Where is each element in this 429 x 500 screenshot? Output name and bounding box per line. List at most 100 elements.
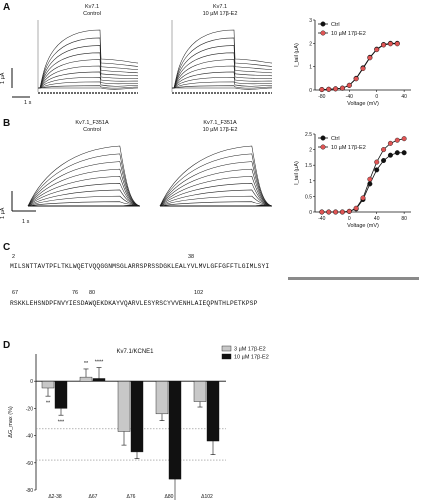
panel-b-iv-point-1-6 bbox=[360, 195, 366, 201]
panel-b-iv-point-0-7 bbox=[367, 181, 373, 187]
panel-d-bar-0-2 bbox=[117, 381, 131, 432]
panel-b-iv-x-axis-label: Voltage (mV) bbox=[347, 223, 379, 229]
panel-b-left-title: Kv7.1_F351A Control bbox=[52, 120, 132, 133]
panel-a-right-trace-10 bbox=[172, 29, 273, 89]
transmembrane-underline bbox=[288, 277, 419, 280]
panel-b-iv-y-tick-label: 0 bbox=[309, 210, 312, 216]
panel-a-iv-point-1-10 bbox=[387, 41, 393, 47]
panel-a-iv-point-1-1 bbox=[326, 86, 332, 92]
panel-b-iv-point-1-3 bbox=[339, 209, 345, 215]
panel-b-iv-point-1-0 bbox=[319, 209, 325, 215]
panel-a-left-trace-7 bbox=[38, 52, 139, 89]
panel-d-bar-1-2 bbox=[130, 381, 144, 453]
panel-a-iv-y-tick-label: 0 bbox=[309, 88, 312, 94]
panel-a-left-trace-5 bbox=[38, 65, 139, 89]
panel-d-label: D bbox=[3, 340, 11, 351]
panel-d-bar-1-3 bbox=[168, 381, 182, 480]
panel-b-iv-point-0-10 bbox=[387, 152, 393, 158]
panel-d-legend-label-1: 10 µM 17β-E2 bbox=[234, 355, 269, 361]
panel-a-iv-point-1-8 bbox=[374, 47, 380, 53]
panel-d-y-tick-label: -20 bbox=[26, 406, 33, 412]
panel-b-iv-x-tick-label: 40 bbox=[374, 216, 380, 222]
panel-a-iv-point-1-2 bbox=[333, 86, 339, 92]
panel-b-right-trace-8 bbox=[159, 153, 273, 207]
panel-b-iv-point-1-1 bbox=[326, 209, 332, 215]
seq-num-38: 38 bbox=[188, 254, 195, 260]
panel-b-right-trace-3 bbox=[159, 189, 273, 207]
panel-d-category-label: Δ67 bbox=[89, 494, 98, 500]
panel-a-traces bbox=[11, 20, 273, 98]
panel-b-right-trace-1 bbox=[159, 201, 273, 207]
panel-b-right-trace-5 bbox=[159, 176, 273, 207]
panel-b-iv-point-1-4 bbox=[346, 208, 352, 214]
seq-num-2: 2 bbox=[12, 254, 16, 260]
panel-b-iv-legend-marker-1 bbox=[320, 144, 326, 150]
panel-b-iv-legend-label-0: Ctrl bbox=[331, 136, 340, 142]
panel-d-y-tick-label: -60 bbox=[26, 461, 33, 467]
panel-a-left-trace-10 bbox=[38, 29, 139, 89]
panel-a-iv-point-1-0 bbox=[319, 87, 325, 93]
panel-a-left-trace-2 bbox=[38, 81, 139, 89]
panel-a-left-title-line1: Kv7.1 bbox=[84, 4, 100, 10]
panel-b-iv-point-1-8 bbox=[374, 159, 380, 165]
panel-b-iv-point-1-7 bbox=[367, 176, 373, 182]
panel-a-right-trace-4 bbox=[172, 71, 273, 89]
panel-d-category-label: Δ102 bbox=[201, 494, 213, 500]
panel-b-right-title-line1: Kv7.1_F351A bbox=[203, 120, 237, 126]
panel-b-iv-y-axis-label: I_tail (µA) bbox=[294, 161, 300, 185]
panel-d-legend-swatch-0 bbox=[221, 345, 232, 352]
panel-d-legend-swatch-1 bbox=[221, 353, 232, 360]
panel-a-iv-legend-label-0: Ctrl bbox=[331, 22, 340, 28]
panel-a-right-trace-0 bbox=[172, 87, 273, 90]
panel-b-right-trace-2 bbox=[159, 195, 273, 207]
panel-b-iv-x-tick-label: -40 bbox=[318, 216, 325, 222]
panel-a-left-trace-9 bbox=[38, 37, 139, 89]
panel-a-label: A bbox=[3, 2, 11, 13]
panel-a-iv-x-tick-label: -80 bbox=[318, 94, 325, 100]
panel-d-star-1-0: *** bbox=[58, 420, 65, 426]
panel-b-iv-y-tick-label: 2 bbox=[309, 148, 312, 154]
sequence-line-2: RSKKLEHSNDPFNVYIESDAWQEKDKAYVQARVLESYRSC… bbox=[10, 300, 258, 307]
panel-a-iv-x-axis-label: Voltage (mV) bbox=[347, 101, 379, 107]
panel-b-iv-legend-label-1: 10 µM 17β-E2 bbox=[331, 145, 366, 151]
panel-b-iv-legend-marker-0 bbox=[320, 135, 326, 141]
panel-b-left-trace-1 bbox=[27, 201, 141, 207]
panel-d-y-tick-label: -80 bbox=[26, 488, 33, 494]
panel-b-iv-point-0-11 bbox=[394, 150, 400, 156]
panel-a-right-title: Kv7.1 10 µM 17β-E2 bbox=[180, 4, 260, 17]
panel-d-y-axis-label: ΔG_max (%) bbox=[8, 406, 14, 438]
panel-d-bar-0-0 bbox=[41, 381, 55, 389]
panel-a-iv-y-tick-label: 3 bbox=[309, 18, 312, 24]
panel-b-iv-point-1-11 bbox=[394, 137, 400, 143]
panel-a-iv-y-axis-label: I_tail (µA) bbox=[294, 43, 300, 67]
panel-b-iv-x-tick-label: 0 bbox=[348, 216, 351, 222]
panel-d-title: Kv7.1/KCNE1 bbox=[116, 349, 154, 355]
panel-a-iv-legend-marker-1 bbox=[320, 30, 326, 36]
panel-a-left-trace-3 bbox=[38, 76, 139, 89]
panel-b-right-trace-9 bbox=[159, 145, 273, 207]
panel-b-iv-point-1-9 bbox=[381, 147, 387, 153]
panel-a-right-trace-6 bbox=[172, 59, 273, 89]
sequence-line-1: MILSNTTAVTPFLTKLWQETVQQGGNMSGLARRSPRSSDG… bbox=[10, 263, 270, 270]
panel-a-iv-legend-label-1: 10 µM 17β-E2 bbox=[331, 31, 366, 37]
panel-a-iv-x-tick-label: -40 bbox=[346, 94, 353, 100]
panel-d-y-tick-label: 0 bbox=[30, 379, 33, 385]
panel-a-left-trace-8 bbox=[38, 45, 139, 89]
panel-b-left-trace-3 bbox=[27, 189, 141, 207]
panel-d-star-0-1: ** bbox=[84, 361, 89, 367]
panel-a-iv-y-tick-label: 2 bbox=[309, 41, 312, 47]
panel-a-iv-legend-marker-0 bbox=[320, 21, 326, 27]
panel-a-left-trace-1 bbox=[38, 85, 139, 89]
panel-b-iv-point-1-2 bbox=[333, 209, 339, 215]
panel-b-right-trace-7 bbox=[159, 161, 273, 207]
panel-b-left-trace-5 bbox=[27, 176, 141, 207]
panel-d-bar-1-4 bbox=[206, 381, 220, 442]
panel-b-right-trace-4 bbox=[159, 183, 273, 207]
panel-a-right-trace-2 bbox=[172, 81, 273, 89]
panel-b-label: B bbox=[3, 118, 11, 129]
panel-a-right-trace-9 bbox=[172, 37, 273, 89]
panel-b-iv-point-1-10 bbox=[387, 140, 393, 146]
panel-a-scale-x: 1 s bbox=[24, 100, 32, 106]
panel-d-star-1-1: **** bbox=[95, 360, 104, 366]
panel-b-iv-y-tick-label: 0.5 bbox=[305, 194, 312, 200]
